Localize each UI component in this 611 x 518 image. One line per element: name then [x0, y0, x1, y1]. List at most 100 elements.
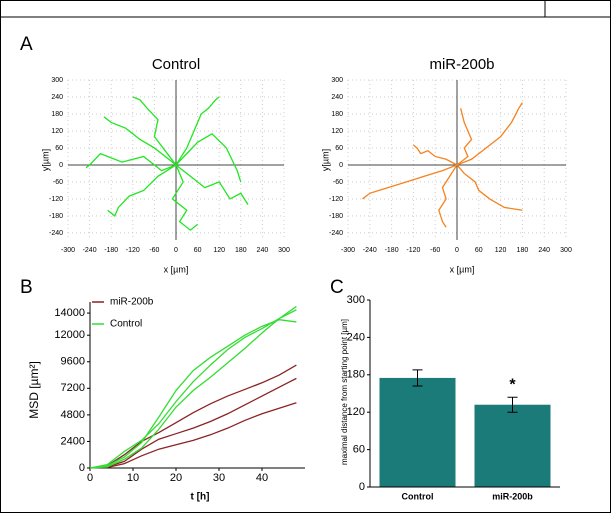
track [103, 116, 177, 166]
chart-title: Control [152, 56, 200, 73]
y-tick-label: 60 [353, 444, 365, 456]
track [175, 164, 249, 205]
y-tick-label: 120 [331, 128, 343, 135]
y-tick-label: 300 [331, 77, 343, 84]
y-tick-label: 0 [359, 481, 365, 493]
track [171, 164, 199, 231]
y-axis-label: maximal distance from starting point [µm… [340, 319, 349, 465]
panel-label: A [20, 34, 33, 55]
y-tick-label: 180 [347, 369, 365, 381]
track [362, 164, 458, 200]
track [107, 164, 177, 217]
x-tick-label: 30 [213, 472, 225, 484]
track [132, 96, 177, 166]
y-tick-label: -120 [49, 196, 63, 203]
y-axis-label: y[µm] [320, 149, 330, 171]
x-tick-label: 120 [495, 247, 507, 254]
x-tick-label: -300 [341, 247, 355, 254]
y-tick-label: 14000 [54, 307, 85, 319]
x-tick-label: -180 [385, 247, 399, 254]
y-tick-label: 60 [55, 145, 63, 152]
x-tick-label: 60 [194, 247, 202, 254]
x-tick-label: -180 [104, 247, 118, 254]
x-axis-label: x [µm] [450, 264, 475, 274]
x-tick-label: 0 [174, 247, 178, 254]
y-tick-label: 180 [331, 111, 343, 118]
msd-line [89, 319, 297, 469]
msd-line [89, 305, 297, 469]
msd-line [89, 309, 297, 469]
x-tick-label: 180 [517, 247, 529, 254]
track [413, 144, 458, 166]
x-tick-label: 60 [475, 247, 483, 254]
x-tick-label: 40 [256, 472, 268, 484]
x-tick-label: 300 [278, 247, 290, 254]
y-tick-label: 7200 [61, 382, 85, 394]
y-tick-label: 180 [51, 111, 63, 118]
y-tick-label: 120 [51, 128, 63, 135]
x-tick-label: 0 [87, 472, 93, 484]
y-tick-label: 300 [347, 294, 365, 306]
track [456, 108, 473, 166]
x-tick-label: Control [402, 491, 434, 501]
y-tick-label: -240 [49, 230, 63, 237]
x-tick-label: 240 [538, 247, 550, 254]
track [456, 164, 523, 211]
track [175, 96, 220, 166]
x-tick-label: 20 [170, 472, 182, 484]
y-tick-label: -60 [53, 179, 63, 186]
x-tick-label: miR-200b [492, 491, 533, 501]
y-tick-label: 12000 [54, 329, 85, 341]
bar [474, 404, 551, 487]
x-tick-label: 180 [235, 247, 247, 254]
legend-label: miR-200b [110, 297, 154, 308]
track [438, 164, 458, 228]
panel-label: C [330, 277, 344, 298]
x-axis-label: t [h] [191, 492, 210, 503]
y-tick-label: -120 [329, 196, 343, 203]
y-axis-label: MSD [µm²] [27, 361, 41, 419]
x-tick-label: 10 [127, 472, 139, 484]
x-tick-label: 120 [213, 247, 225, 254]
y-tick-label: 300 [51, 77, 63, 84]
legend-label: Control [110, 319, 142, 330]
x-tick-label: -120 [406, 247, 420, 254]
x-tick-label: 300 [560, 247, 572, 254]
x-tick-label: -60 [430, 247, 440, 254]
y-tick-label: 0 [79, 462, 85, 474]
y-tick-label: 120 [347, 406, 365, 418]
x-tick-label: 240 [257, 247, 269, 254]
y-tick-label: 60 [335, 145, 343, 152]
y-tick-label: 0 [339, 162, 343, 169]
x-tick-label: -300 [61, 247, 75, 254]
significance-mark: * [509, 376, 516, 393]
track [85, 152, 177, 172]
bar [379, 377, 456, 487]
track [456, 102, 523, 166]
x-tick-label: 0 [455, 247, 459, 254]
msd-line [89, 402, 297, 469]
y-tick-label: 9600 [61, 356, 85, 368]
y-tick-label: 0 [59, 162, 63, 169]
y-tick-label: -180 [329, 213, 343, 220]
y-tick-label: 2400 [61, 435, 85, 447]
y-tick-label: 240 [347, 331, 365, 343]
y-tick-label: -180 [49, 213, 63, 220]
y-tick-label: 4800 [61, 409, 85, 421]
y-tick-label: -240 [329, 230, 343, 237]
y-tick-label: -60 [333, 179, 343, 186]
error-bar [507, 396, 518, 413]
msd-line [89, 364, 297, 469]
panel-label: B [20, 277, 33, 298]
x-tick-label: -60 [149, 247, 159, 254]
y-tick-label: 240 [51, 94, 63, 101]
y-axis-label: y[µm] [40, 149, 50, 171]
error-bar [412, 369, 423, 387]
y-tick-label: 240 [331, 94, 343, 101]
x-tick-label: -240 [363, 247, 377, 254]
x-tick-label: -120 [126, 247, 140, 254]
chart-title: miR-200b [429, 56, 494, 73]
track [175, 132, 242, 183]
x-axis-label: x [µm] [164, 264, 189, 274]
